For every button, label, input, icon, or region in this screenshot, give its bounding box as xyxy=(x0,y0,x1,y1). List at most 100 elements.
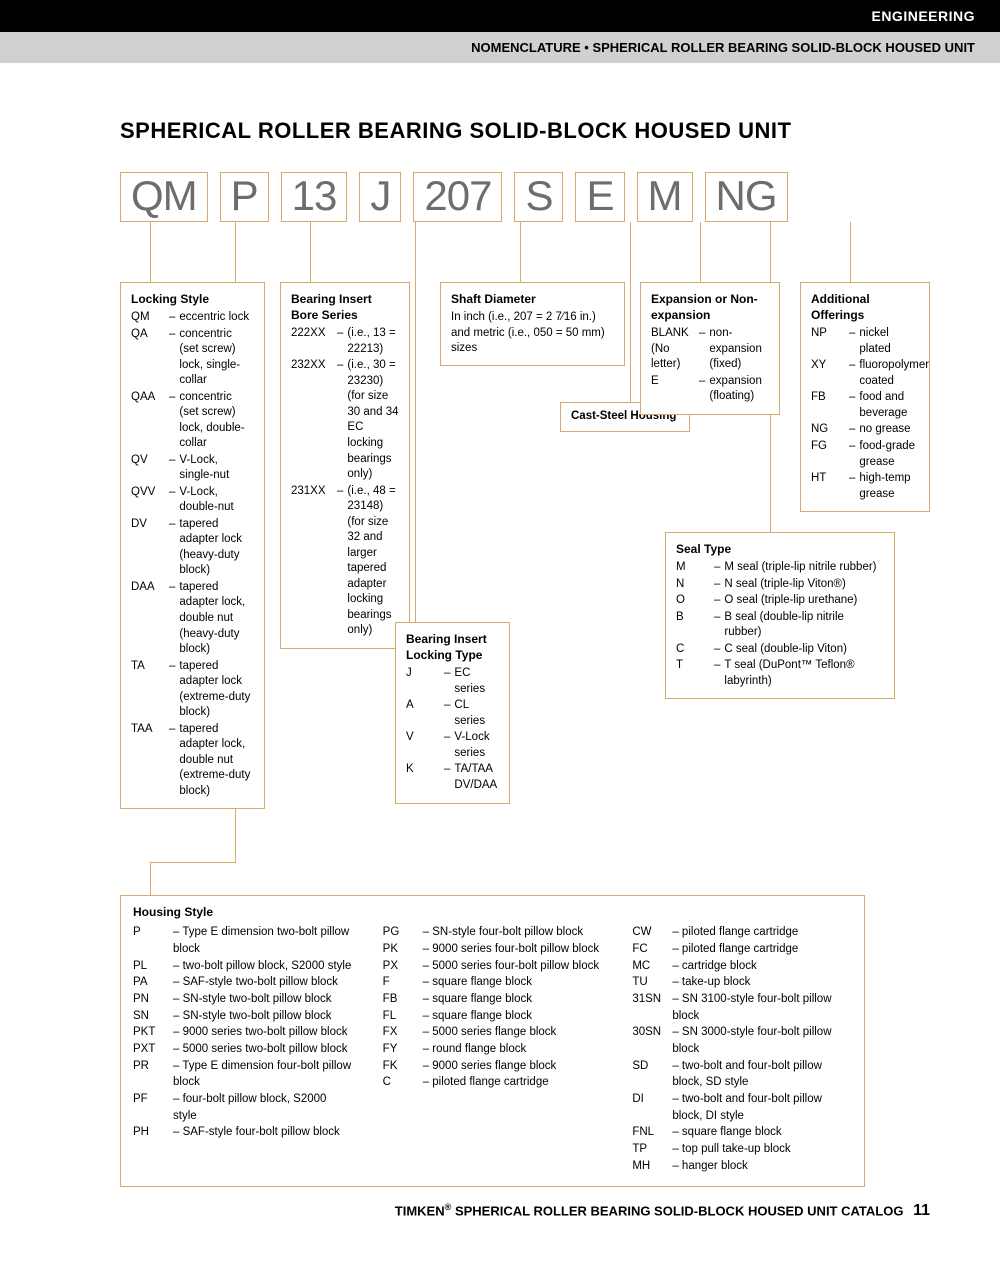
page-footer: TIMKEN® SPHERICAL ROLLER BEARING SOLID-B… xyxy=(395,1202,930,1220)
definition-row: O–O seal (triple-lip urethane) xyxy=(676,593,884,609)
definition-row: DV–tapered adapter lock (heavy-duty bloc… xyxy=(131,517,254,579)
housing-row: TU– take-up block xyxy=(632,974,852,991)
connector xyxy=(150,862,236,863)
definition-row: A–CL series xyxy=(406,698,499,729)
code-segment: NG xyxy=(705,172,788,222)
housing-row: CW– piloted flange cartridge xyxy=(632,924,852,941)
connector xyxy=(520,222,521,282)
connector xyxy=(150,222,151,282)
housing-row: PK– 9000 series four-bolt pillow block xyxy=(383,941,603,958)
header-subtitle: NOMENCLATURE • SPHERICAL ROLLER BEARING … xyxy=(0,32,1000,63)
additional-offerings-box: Additional Offerings NP–nickel platedXY–… xyxy=(800,282,930,512)
housing-row: PA– SAF-style two-bolt pillow block xyxy=(133,974,353,991)
nomenclature-code-row: QMP13J207SEMNG xyxy=(120,172,930,222)
shaft-diameter-text: In inch (i.e., 207 = 2 7⁄16 in.) and met… xyxy=(451,310,614,357)
definition-row: QA–concentric (set screw) lock, single-c… xyxy=(131,327,254,389)
footer-brand: TIMKEN xyxy=(395,1203,445,1218)
definition-row: NP–nickel plated xyxy=(811,326,919,357)
housing-row: FC– piloted flange cartridge xyxy=(632,941,852,958)
definition-row: V–V-Lock series xyxy=(406,730,499,761)
expansion-box: Expansion or Non-expansion BLANK(Nolette… xyxy=(640,282,780,415)
page-title: SPHERICAL ROLLER BEARING SOLID-BLOCK HOU… xyxy=(120,118,930,144)
box-title: Housing Style xyxy=(133,904,852,921)
housing-row: PXT– 5000 series two-bolt pillow block xyxy=(133,1041,353,1058)
housing-row: PR– Type E dimension four-bolt pillow bl… xyxy=(133,1058,353,1091)
definition-row: J–EC series xyxy=(406,666,499,697)
definition-row: HT–high-temp grease xyxy=(811,471,919,502)
bore-series-box: Bearing Insert Bore Series 222XX–(i.e., … xyxy=(280,282,410,649)
housing-row: P– Type E dimension two-bolt pillow bloc… xyxy=(133,924,353,957)
definition-row: B–B seal (double-lip nitrile rubber) xyxy=(676,610,884,641)
definition-row: 231XX–(i.e., 48 = 23148) (for size 32 an… xyxy=(291,484,399,639)
connector xyxy=(150,862,151,895)
definition-row: K–TA/TAA DV/DAA xyxy=(406,762,499,793)
diagram-area: Locking Style QM–eccentric lockQA–concen… xyxy=(120,222,930,932)
housing-row: PG– SN-style four-bolt pillow block xyxy=(383,924,603,941)
definition-row: QV–V-Lock, single-nut xyxy=(131,453,254,484)
definition-row: DAA–tapered adapter lock, double nut (he… xyxy=(131,580,254,658)
connector xyxy=(310,222,311,282)
code-segment: 13 xyxy=(281,172,348,222)
box-title: Seal Type xyxy=(676,541,884,557)
housing-row: PX– 5000 series four-bolt pillow block xyxy=(383,958,603,975)
box-title: Locking Style xyxy=(131,291,254,307)
housing-row: MC– cartridge block xyxy=(632,958,852,975)
code-segment: E xyxy=(575,172,624,222)
housing-row: PH– SAF-style four-bolt pillow block xyxy=(133,1124,353,1141)
housing-row: SD– two-bolt and four-bolt pillow block,… xyxy=(632,1058,852,1091)
footer-text: SPHERICAL ROLLER BEARING SOLID-BLOCK HOU… xyxy=(455,1203,904,1218)
housing-row: TP– top pull take-up block xyxy=(632,1141,852,1158)
locking-style-box: Locking Style QM–eccentric lockQA–concen… xyxy=(120,282,265,809)
seal-type-box: Seal Type M–M seal (triple-lip nitrile r… xyxy=(665,532,895,699)
housing-row: F– square flange block xyxy=(383,974,603,991)
box-title: Bearing Insert Bore Series xyxy=(291,291,399,323)
housing-row: FK– 9000 series flange block xyxy=(383,1058,603,1075)
housing-row: FL– square flange block xyxy=(383,1008,603,1025)
box-title: Bearing Insert Locking Type xyxy=(406,631,499,663)
connector xyxy=(850,222,851,282)
header-section: ENGINEERING xyxy=(0,0,1000,32)
code-segment: P xyxy=(220,172,269,222)
housing-row: PN– SN-style two-bolt pillow block xyxy=(133,991,353,1008)
definition-row: QM–eccentric lock xyxy=(131,310,254,326)
housing-row: 30SN– SN 3000-style four-bolt pillow blo… xyxy=(632,1024,852,1057)
housing-row: FY– round flange block xyxy=(383,1041,603,1058)
shaft-diameter-box: Shaft Diameter In inch (i.e., 207 = 2 7⁄… xyxy=(440,282,625,366)
code-segment: QM xyxy=(120,172,208,222)
locking-type-box: Bearing Insert Locking Type J–EC seriesA… xyxy=(395,622,510,804)
page-content: SPHERICAL ROLLER BEARING SOLID-BLOCK HOU… xyxy=(0,63,1000,932)
code-segment: M xyxy=(637,172,693,222)
definition-row: QVV–V-Lock, double-nut xyxy=(131,485,254,516)
housing-style-box: Housing Style P– Type E dimension two-bo… xyxy=(120,895,865,1187)
box-title: Additional Offerings xyxy=(811,291,919,323)
definition-row: QAA–concentric (set screw) lock, double-… xyxy=(131,390,254,452)
definition-row: TA–tapered adapter lock (extreme-duty bl… xyxy=(131,659,254,721)
housing-row: 31SN– SN 3100-style four-bolt pillow blo… xyxy=(632,991,852,1024)
definition-row: XY–fluoropolymer coated xyxy=(811,358,919,389)
page-number: 11 xyxy=(913,1202,930,1219)
connector xyxy=(415,222,416,622)
housing-row: MH– hanger block xyxy=(632,1158,852,1175)
code-segment: J xyxy=(359,172,401,222)
definition-row: TAA–tapered adapter lock, double nut (ex… xyxy=(131,722,254,800)
housing-row: PKT– 9000 series two-bolt pillow block xyxy=(133,1024,353,1041)
definition-row: FB–food and beverage xyxy=(811,390,919,421)
housing-row: DI– two-bolt and four-bolt pillow block,… xyxy=(632,1091,852,1124)
box-title: Expansion or Non-expansion xyxy=(651,291,769,323)
housing-row: FB– square flange block xyxy=(383,991,603,1008)
housing-row: PL– two-bolt pillow block, S2000 style xyxy=(133,958,353,975)
box-title: Shaft Diameter xyxy=(451,291,614,307)
housing-row: FNL– square flange block xyxy=(632,1124,852,1141)
definition-row: M–M seal (triple-lip nitrile rubber) xyxy=(676,560,884,576)
definition-row: FG–food-grade grease xyxy=(811,439,919,470)
connector xyxy=(630,222,631,402)
definition-row: 222XX–(i.e., 13 = 22213) xyxy=(291,326,399,357)
connector xyxy=(700,222,701,282)
definition-row: T–T seal (DuPont™ Teflon® labyrinth) xyxy=(676,658,884,689)
definition-row: N–N seal (triple-lip Viton®) xyxy=(676,577,884,593)
housing-row: PF– four-bolt pillow block, S2000 style xyxy=(133,1091,353,1124)
definition-row: C–C seal (double-lip Viton) xyxy=(676,642,884,658)
code-segment: 207 xyxy=(413,172,502,222)
housing-row: FX– 5000 series flange block xyxy=(383,1024,603,1041)
code-segment: S xyxy=(514,172,563,222)
